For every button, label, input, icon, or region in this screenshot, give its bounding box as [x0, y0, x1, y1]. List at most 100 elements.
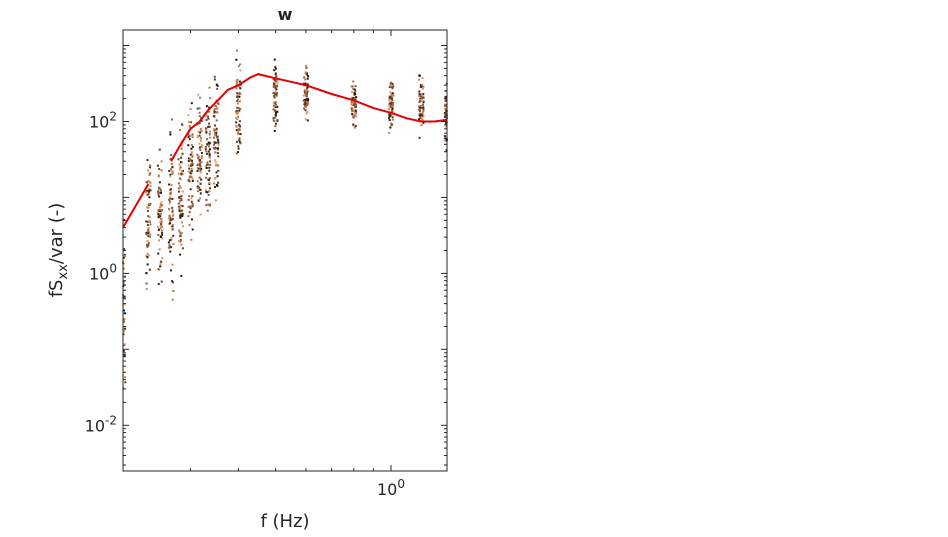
scatter-point	[177, 158, 180, 161]
scatter-point	[199, 96, 201, 99]
scatter-point	[159, 263, 162, 266]
scatter-point	[215, 132, 218, 134]
scatter-point	[272, 108, 275, 111]
scatter-point	[238, 85, 241, 88]
scatter-point	[168, 215, 171, 217]
scatter-point	[208, 148, 211, 151]
scatter-point	[145, 272, 148, 274]
scatter-point	[391, 107, 394, 110]
scatter-point	[237, 98, 239, 101]
scatter-point	[171, 172, 174, 175]
scatter-point	[209, 163, 212, 166]
scatter-point	[169, 175, 172, 178]
scatter-point	[388, 117, 390, 120]
scatter-point	[200, 139, 203, 142]
scatter-point	[390, 85, 393, 88]
scatter-point	[146, 256, 149, 259]
scatter-point	[146, 194, 149, 197]
scatter-point	[207, 150, 210, 153]
scatter-point	[274, 105, 277, 108]
scatter-point	[168, 244, 171, 247]
scatter-point	[389, 126, 392, 129]
scatter-point	[179, 232, 182, 235]
scatter-point	[239, 87, 242, 90]
scatter-point	[187, 179, 190, 182]
scatter-point	[168, 183, 171, 186]
scatter-point	[123, 253, 126, 256]
scatter-point	[214, 124, 216, 127]
scatter-point	[444, 139, 447, 142]
scatter-point	[187, 160, 190, 162]
scatter-point	[199, 146, 202, 149]
scatter-point	[146, 230, 149, 233]
scatter-point	[148, 203, 151, 206]
scatter-point	[215, 161, 218, 164]
scatter-point	[187, 157, 190, 160]
scatter-point	[148, 220, 151, 223]
scatter-point	[123, 297, 126, 299]
scatter-point	[148, 196, 151, 199]
scatter-point	[159, 225, 162, 228]
scatter-point	[388, 104, 391, 107]
scatter-point	[196, 134, 199, 137]
scatter-point	[146, 159, 149, 162]
scatter-point	[145, 288, 148, 291]
scatter-point	[159, 205, 162, 208]
scatter-point	[352, 87, 355, 90]
scatter-point	[352, 115, 355, 118]
scatter-point	[353, 125, 356, 128]
scatter-point	[237, 116, 239, 118]
scatter-point	[273, 81, 276, 84]
scatter-point	[444, 90, 447, 92]
scatter-point	[216, 164, 219, 167]
scatter-point	[353, 92, 356, 95]
scatter-point	[188, 167, 191, 170]
scatter-point	[351, 101, 354, 104]
scatter-point	[235, 79, 238, 82]
scatter-point	[178, 184, 181, 187]
scatter-point	[350, 107, 353, 110]
scatter-point	[200, 144, 203, 147]
scatter-point	[213, 148, 216, 151]
scatter-point	[191, 135, 194, 138]
scatter-point	[188, 120, 190, 123]
scatter-point	[178, 196, 181, 199]
scatter-point	[171, 166, 174, 169]
scatter-point	[206, 191, 209, 194]
scatter-point	[198, 111, 201, 114]
scatter-point	[306, 83, 308, 86]
scatter-point	[189, 126, 191, 128]
scatter-point	[181, 232, 184, 235]
scatter-point	[275, 90, 277, 93]
scatter-point	[354, 102, 357, 105]
scatter-point	[237, 107, 240, 110]
scatter-point	[159, 213, 162, 215]
scatter-point	[199, 171, 202, 174]
scatter-point	[353, 88, 356, 91]
scatter-point	[206, 172, 209, 175]
scatter-point	[122, 320, 125, 323]
scatter-point	[303, 90, 306, 93]
scatter-point	[196, 153, 199, 156]
scatter-point	[353, 103, 356, 106]
scatter-point	[422, 95, 425, 98]
scatter-point	[159, 203, 162, 206]
scatter-point	[181, 212, 184, 215]
scatter-point	[148, 216, 151, 219]
scatter-point	[216, 84, 219, 87]
scatter-point	[181, 221, 183, 224]
scatter-point	[274, 72, 277, 75]
scatter-point	[208, 181, 211, 184]
scatter-point	[200, 157, 203, 160]
scatter-point	[355, 115, 358, 118]
scatter-point	[191, 162, 194, 165]
scatter-point	[391, 123, 394, 126]
scatter-point	[304, 78, 307, 81]
scatter-point	[306, 119, 309, 122]
scatter-point	[187, 215, 190, 218]
scatter-point	[421, 87, 424, 90]
scatter-point	[418, 99, 421, 101]
scatter-point	[235, 82, 238, 85]
scatter-point	[169, 158, 172, 160]
scatter-point	[215, 127, 218, 130]
